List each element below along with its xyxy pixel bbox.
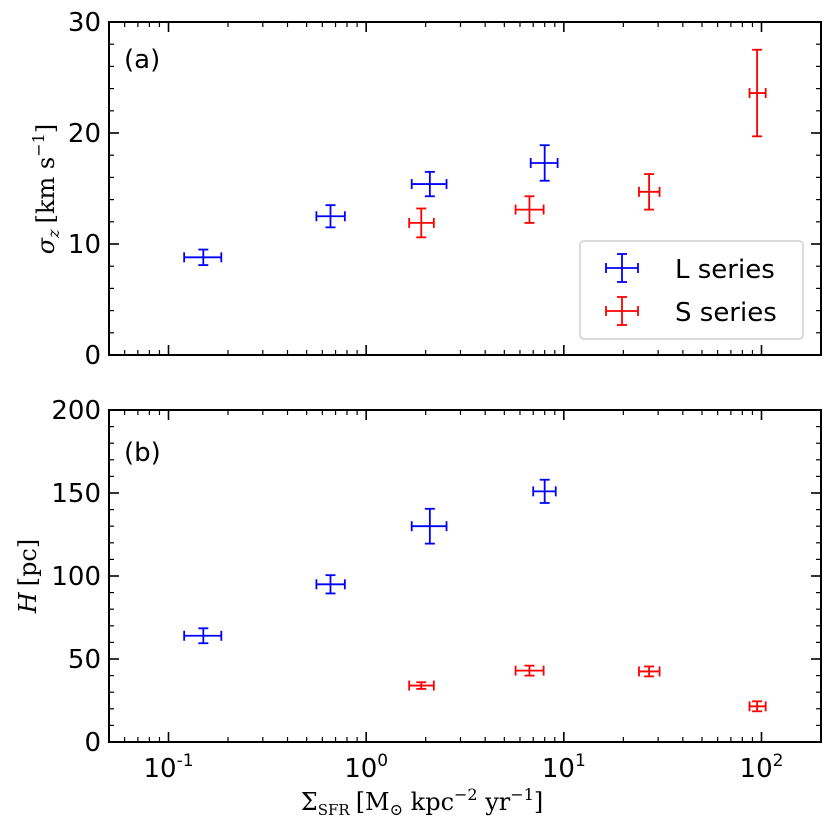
data-point-s-series bbox=[638, 665, 661, 678]
legend-label-s-series: S series bbox=[675, 298, 777, 328]
xlabel-sigma: Σ bbox=[301, 788, 318, 816]
panel-b: 0 50 100 150 200 10-1 100 101 102 (b) H [pc] ΣSF… bbox=[14, 396, 822, 819]
panel-b-ytick-labels: 0 50 100 150 200 bbox=[51, 396, 101, 758]
data-point-s-series bbox=[748, 48, 767, 138]
ylabel-unit-close: ] bbox=[32, 124, 60, 133]
data-point-l-series bbox=[532, 478, 557, 504]
legend-marker-s-series bbox=[605, 296, 639, 326]
data-point-l-series bbox=[410, 170, 448, 198]
data-point-s-series bbox=[514, 195, 545, 224]
panel-a-y-axis-label: σz [km s−1] bbox=[29, 124, 63, 254]
panel-b-data-points bbox=[183, 478, 767, 713]
panel-b-label: (b) bbox=[124, 438, 161, 468]
xlabel-sun-sub: ⊙ bbox=[390, 800, 403, 819]
legend-marker-l-series bbox=[605, 253, 639, 283]
panel-b-xtick-labels: 10-1 100 101 102 bbox=[143, 751, 783, 784]
data-point-s-series bbox=[408, 207, 435, 239]
data-point-l-series bbox=[183, 627, 223, 645]
panel-a: 0 10 20 30 (a) L series S series σz [km s−1] bbox=[29, 8, 822, 371]
y-tick-label: 10 bbox=[68, 230, 101, 260]
y-tick-label: 200 bbox=[51, 396, 101, 426]
data-point-s-series bbox=[514, 664, 545, 677]
panel-a-ytick-labels: 0 10 20 30 bbox=[68, 8, 101, 371]
data-point-l-series bbox=[529, 144, 559, 182]
y-tick-label: 0 bbox=[84, 341, 101, 371]
x-tick-label: 10-1 bbox=[143, 751, 193, 784]
x-tick-label: 102 bbox=[740, 751, 784, 784]
ylabel-unit-open: [km s bbox=[32, 157, 60, 224]
xlabel-sfr-sub: SFR bbox=[318, 801, 351, 819]
data-point-s-series bbox=[748, 700, 767, 713]
y-tick-label: 150 bbox=[51, 479, 101, 509]
ylabel-sigma: σ bbox=[32, 237, 60, 254]
ylabel-h: H bbox=[14, 591, 42, 614]
legend-box bbox=[579, 240, 804, 340]
data-point-l-series bbox=[315, 574, 346, 595]
data-point-l-series bbox=[315, 204, 346, 229]
panel-b-minor-ticks bbox=[108, 410, 822, 742]
ylabel-h-unit: [pc] bbox=[14, 539, 42, 587]
panel-a-data-points bbox=[183, 48, 767, 266]
xlabel-kpc-sup: −2 bbox=[454, 785, 478, 804]
y-tick-label: 100 bbox=[51, 562, 101, 592]
x-tick-label: 101 bbox=[542, 751, 586, 784]
xlabel-unit-open: [M bbox=[356, 788, 390, 816]
data-point-l-series bbox=[183, 248, 223, 266]
panel-a-frame bbox=[108, 21, 822, 356]
data-point-l-series bbox=[410, 507, 448, 545]
y-tick-label: 20 bbox=[68, 119, 101, 149]
panel-a-label: (a) bbox=[124, 45, 160, 75]
data-point-s-series bbox=[408, 680, 435, 691]
y-tick-label: 50 bbox=[68, 645, 101, 675]
xlabel-kpc: kpc bbox=[403, 788, 454, 816]
xlabel-yr: yr bbox=[478, 788, 511, 816]
panel-b-major-ticks bbox=[109, 409, 821, 743]
x-axis-label: ΣSFR [M⊙ kpc−2 yr−1] bbox=[301, 785, 544, 819]
y-tick-label: 0 bbox=[84, 728, 101, 758]
ylabel-sigma-sub: z bbox=[44, 229, 63, 239]
ylabel-unit-sup: −1 bbox=[29, 133, 48, 157]
data-point-s-series bbox=[638, 173, 661, 211]
legend-label-l-series: L series bbox=[675, 255, 775, 285]
xlabel-yr-sup: −1 bbox=[510, 785, 534, 804]
panel-b-y-axis-label: H [pc] bbox=[14, 539, 42, 614]
legend: L series S series bbox=[579, 240, 804, 340]
x-tick-label: 100 bbox=[344, 751, 388, 784]
panel-b-frame bbox=[108, 409, 822, 743]
y-tick-label: 30 bbox=[68, 8, 101, 38]
xlabel-unit-close: ] bbox=[534, 788, 543, 816]
